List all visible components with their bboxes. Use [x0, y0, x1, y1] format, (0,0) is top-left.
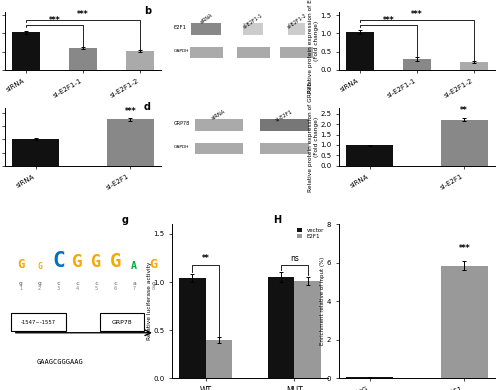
- Text: d: d: [144, 102, 151, 112]
- Text: G: G: [150, 258, 158, 271]
- Text: G: G: [92, 253, 102, 271]
- Bar: [346, 32, 374, 70]
- FancyBboxPatch shape: [260, 144, 308, 154]
- Text: C: C: [52, 251, 65, 271]
- FancyBboxPatch shape: [100, 313, 144, 331]
- Bar: [69, 48, 97, 70]
- Text: **: **: [460, 106, 468, 115]
- Bar: [12, 32, 40, 70]
- FancyBboxPatch shape: [11, 313, 66, 331]
- Text: H: H: [274, 215, 281, 225]
- Text: A: A: [132, 261, 138, 271]
- Bar: [294, 281, 321, 378]
- Text: 7: 7: [133, 285, 136, 291]
- Text: ***: ***: [49, 16, 60, 25]
- FancyBboxPatch shape: [260, 119, 308, 131]
- Bar: [440, 120, 488, 166]
- Text: G: G: [17, 258, 24, 271]
- Y-axis label: Relative protein expression of E2F1
(Fold change): Relative protein expression of E2F1 (Fol…: [308, 0, 318, 93]
- Text: ***: ***: [77, 10, 89, 20]
- Bar: [460, 62, 488, 70]
- Bar: [440, 266, 488, 378]
- Text: G: G: [110, 252, 121, 271]
- Text: 2: 2: [38, 285, 41, 291]
- Text: g: g: [122, 215, 129, 225]
- Text: E2F1: E2F1: [174, 25, 186, 30]
- Text: si-E2F1-1: si-E2F1-1: [242, 13, 264, 30]
- Text: siRNA: siRNA: [199, 13, 214, 25]
- Text: GAPDH: GAPDH: [174, 145, 189, 149]
- Text: g: g: [152, 281, 155, 286]
- FancyBboxPatch shape: [288, 23, 306, 35]
- Y-axis label: Relative luciferase activity: Relative luciferase activity: [146, 262, 152, 340]
- Text: GAAGCGGGAAG: GAAGCGGGAAG: [36, 358, 83, 365]
- FancyBboxPatch shape: [194, 144, 243, 154]
- Text: **: **: [202, 254, 209, 263]
- Text: 6: 6: [114, 285, 117, 291]
- Text: ***: ***: [411, 10, 423, 20]
- Text: c: c: [114, 281, 117, 286]
- Text: siRNA: siRNA: [211, 109, 226, 121]
- Text: 4: 4: [76, 285, 79, 291]
- Text: ns: ns: [290, 254, 299, 263]
- FancyBboxPatch shape: [190, 48, 222, 58]
- Text: b: b: [144, 6, 151, 16]
- FancyBboxPatch shape: [236, 48, 270, 58]
- Bar: [268, 277, 294, 378]
- FancyBboxPatch shape: [194, 119, 243, 131]
- Text: G: G: [37, 262, 42, 271]
- Text: c: c: [94, 281, 98, 286]
- Text: G: G: [72, 253, 83, 271]
- Text: 8: 8: [152, 285, 155, 291]
- Text: ***: ***: [458, 244, 470, 253]
- Text: -1547~-1557: -1547~-1557: [21, 319, 56, 324]
- Text: GRP78: GRP78: [112, 319, 132, 324]
- Text: si-E2F1-2: si-E2F1-2: [286, 13, 308, 30]
- Y-axis label: Enrichment relative of input (%): Enrichment relative of input (%): [320, 257, 326, 346]
- Legend: vector, E2F1: vector, E2F1: [296, 227, 326, 240]
- Text: c: c: [56, 281, 60, 286]
- Text: si-E2F1: si-E2F1: [275, 109, 294, 123]
- Text: a: a: [132, 281, 136, 286]
- Text: GAPDH: GAPDH: [174, 49, 189, 53]
- Bar: [346, 145, 394, 166]
- Bar: [12, 139, 60, 166]
- Text: GRP78: GRP78: [174, 121, 190, 126]
- Bar: [179, 278, 206, 378]
- FancyBboxPatch shape: [192, 23, 221, 35]
- Text: ***: ***: [124, 107, 136, 116]
- Text: 1: 1: [19, 285, 22, 291]
- Text: g: g: [18, 281, 22, 286]
- Text: 3: 3: [57, 285, 60, 291]
- Bar: [126, 51, 154, 70]
- Text: ***: ***: [383, 16, 394, 25]
- FancyBboxPatch shape: [280, 48, 313, 58]
- Bar: [403, 59, 431, 70]
- Text: 5: 5: [95, 285, 98, 291]
- Y-axis label: Relative protein expression of GRP78
(Fold change): Relative protein expression of GRP78 (Fo…: [308, 82, 318, 191]
- FancyBboxPatch shape: [243, 23, 264, 35]
- Bar: [206, 340, 233, 378]
- Bar: [106, 119, 154, 166]
- Text: g: g: [38, 281, 42, 286]
- Text: c: c: [76, 281, 80, 286]
